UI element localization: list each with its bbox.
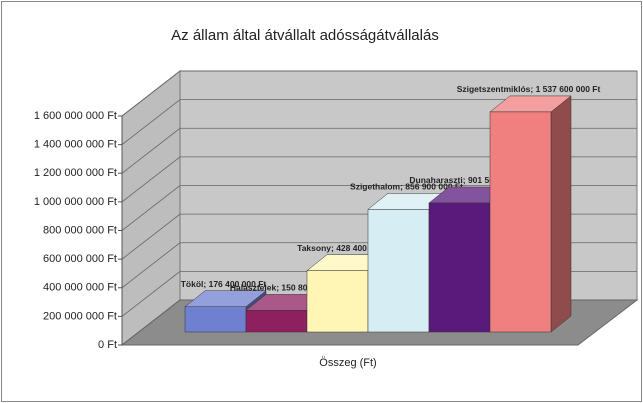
y-tick-label: 1 400 000 000 Ft — [34, 139, 117, 151]
bar-side — [550, 95, 572, 333]
y-tick-label: 0 Ft — [98, 339, 117, 351]
bar — [428, 202, 491, 333]
grid-line — [121, 127, 637, 174]
bar — [184, 306, 247, 333]
grid-line — [121, 156, 637, 203]
y-tick-label: 1 200 000 000 Ft — [34, 167, 117, 179]
grid-line — [121, 185, 637, 231]
chart-title: Az állam által átvállalt adósságátvállal… — [171, 27, 439, 44]
bar — [306, 270, 369, 333]
bar — [489, 111, 552, 333]
y-tick-label: 1 000 000 000 Ft — [34, 196, 117, 208]
bar — [245, 310, 308, 333]
data-label: Szigetszentmiklós; 1 537 600 000 Ft — [457, 84, 601, 94]
data-label: Taksony; 428 400 000 Ft — [297, 243, 394, 253]
y-tick-label: 400 000 000 Ft — [43, 282, 117, 294]
y-tick-label: 800 000 000 Ft — [43, 224, 117, 236]
data-label: Szigethalom; 856 900 000 Ft — [350, 182, 463, 192]
data-label: Tököl; 176 400 000 Ft — [181, 279, 267, 289]
bar — [367, 209, 430, 333]
grid-line — [121, 70, 637, 117]
data-label: Dunaharaszti; 901 500 000 Ft — [409, 175, 525, 185]
y-tick-label: 1 600 000 000 Ft — [34, 110, 117, 122]
y-tick-label: 200 000 000 Ft — [43, 310, 117, 322]
data-label: Halásztelek; 150 800 000 Ft — [230, 283, 339, 293]
grid-line — [121, 99, 637, 145]
y-tick-label: 600 000 000 Ft — [43, 253, 117, 265]
x-axis-label: Összeg (Ft) — [319, 357, 376, 369]
